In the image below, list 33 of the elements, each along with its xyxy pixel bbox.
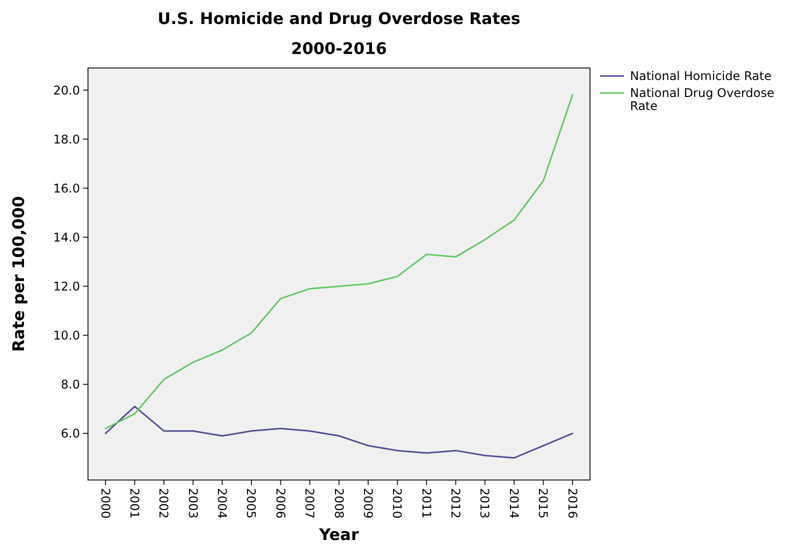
x-tick-label: 2010	[390, 488, 404, 519]
x-tick-label: 2015	[536, 488, 550, 519]
x-tick-label: 2014	[506, 488, 521, 519]
y-tick-label: 14.0	[53, 230, 80, 244]
x-tick-label: 2013	[478, 488, 492, 519]
y-tick-label: 6.0	[60, 426, 80, 441]
x-tick-label: 2004	[215, 488, 230, 519]
x-tick-label: 2007	[302, 488, 317, 519]
x-tick-label: 2012	[448, 488, 463, 519]
x-tick-label: 2001	[128, 488, 142, 519]
x-tick-label: 2005	[244, 488, 258, 519]
y-tick-label: 8.0	[60, 378, 80, 392]
x-tick-label: 2011	[419, 488, 434, 519]
chart-title: U.S. Homicide and Drug Overdose Rates	[158, 9, 520, 28]
line-series	[104, 406, 574, 459]
y-tick-label: 16.0	[53, 181, 80, 196]
y-tick-label: 20.0	[53, 83, 80, 98]
line-series	[104, 94, 574, 430]
y-tick-label: 10.0	[53, 328, 80, 343]
legend-label: National Drug Overdose Rate	[630, 86, 774, 114]
chart-subtitle: 2000-2016	[291, 39, 387, 58]
y-tick-label: 12.0	[53, 279, 80, 294]
legend-label: National Homicide Rate	[630, 69, 772, 84]
x-tick-label: 2016	[565, 488, 580, 519]
x-tick-label: 2009	[360, 488, 375, 519]
y-tick-label: 18.0	[53, 132, 80, 146]
x-tick-label: 2000	[98, 488, 112, 519]
x-axis-title: Year	[318, 525, 359, 544]
x-tick-label: 2008	[332, 488, 346, 519]
x-tick-label: 2006	[273, 488, 288, 519]
y-axis-title: Rate per 100,000	[9, 196, 28, 352]
x-tick-label: 2003	[186, 488, 200, 519]
x-tick-label: 2002	[156, 488, 171, 519]
